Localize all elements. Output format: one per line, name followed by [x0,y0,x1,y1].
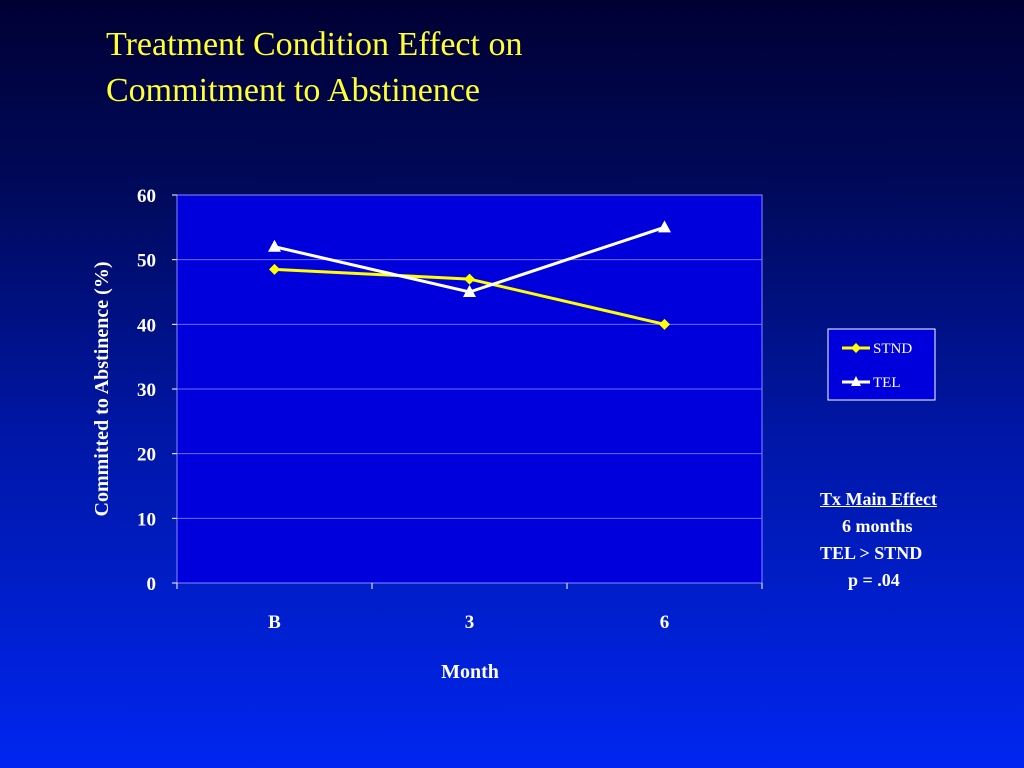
gridlines [177,259,762,519]
stats-annotation: Tx Main Effect 6 months TEL > STND p = .… [780,486,980,594]
legend-label-tel: TEL [873,375,901,391]
legend-marker-tel [851,376,861,386]
data-point-tel [463,285,476,297]
annotation-p-value: p = .04 [848,570,900,590]
axes: 0 10 20 30 40 50 60 B 3 6 [137,186,763,633]
series-markers [268,220,671,330]
annotation-timepoint: 6 months [842,516,913,536]
data-point-stnd [464,273,475,285]
y-tick-label: 0 [147,574,157,595]
data-point-stnd [269,263,280,275]
legend-marker-stnd [851,343,861,353]
x-tick-label: 6 [660,612,670,633]
y-axis-title: Committed to Abstinence (%) [91,262,113,517]
x-tick-label: B [268,612,281,633]
legend-box [827,328,936,401]
annotation-comparison: TEL > STND [820,543,923,563]
slide-title-line-1: Treatment Condition Effect on [106,26,523,63]
x-tick-label: 3 [465,612,475,633]
slide-title-line-2: Commitment to Abstinence [106,72,480,109]
x-axis-title: Month [441,661,499,683]
y-tick-label: 20 [137,445,156,466]
y-tick-label: 10 [137,509,156,530]
annotation-heading: Tx Main Effect [820,489,937,509]
y-tick-label: 40 [137,315,156,336]
y-tick-label: 30 [137,380,156,401]
legend-label-stnd: STND [873,341,912,357]
legend: STND TEL [827,328,936,401]
data-point-tel [268,239,281,252]
y-tick-label: 60 [137,186,156,207]
data-point-tel [658,220,671,233]
data-point-stnd [659,318,670,330]
y-tick-label: 50 [137,251,156,272]
slide-title: Treatment Condition Effect on Commitment… [106,22,806,114]
